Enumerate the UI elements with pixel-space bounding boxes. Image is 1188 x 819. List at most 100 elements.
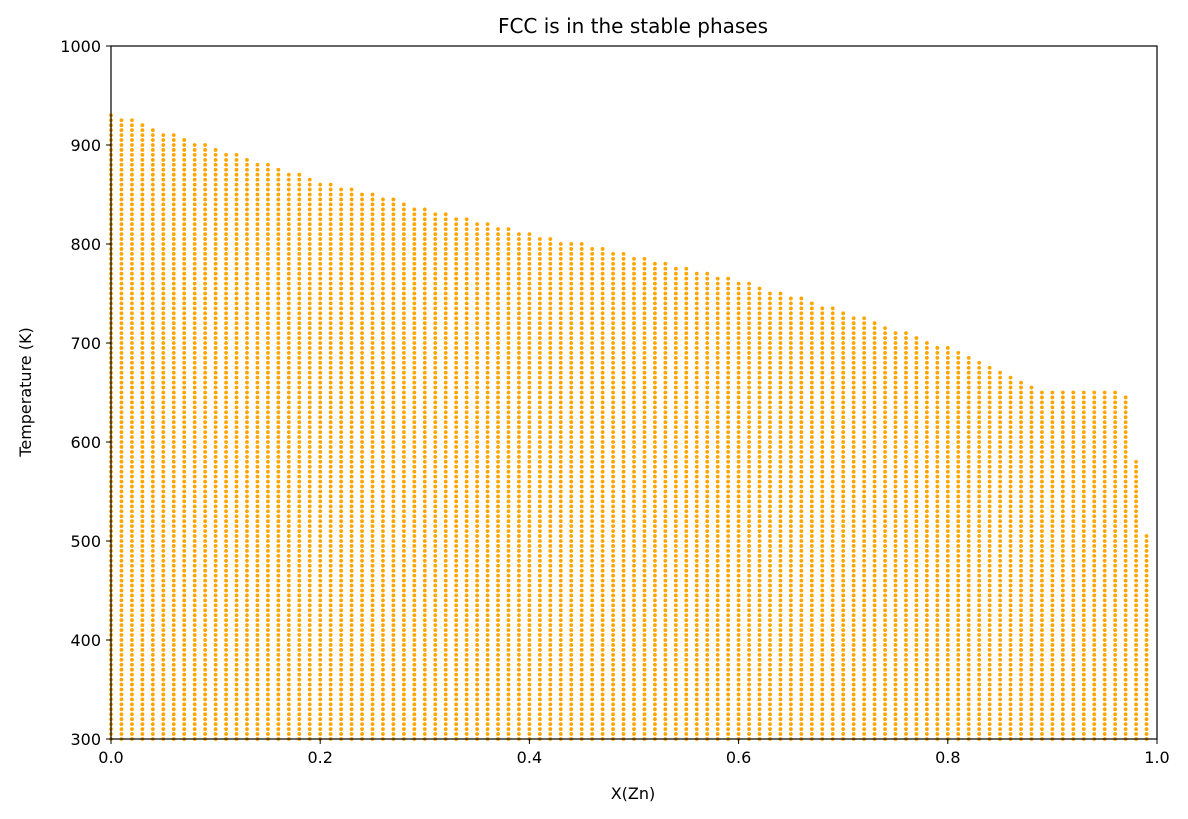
data-point — [150, 529, 155, 533]
data-point — [339, 341, 344, 345]
data-point — [203, 247, 208, 251]
data-point — [318, 459, 323, 464]
data-point — [161, 464, 166, 469]
data-point — [349, 657, 354, 662]
data-point — [318, 484, 323, 489]
data-point — [213, 336, 218, 340]
data-point — [245, 346, 249, 350]
data-point — [307, 464, 312, 469]
data-point — [475, 360, 479, 365]
data-point — [266, 519, 270, 524]
data-point — [192, 365, 197, 370]
data-point — [224, 311, 228, 316]
data-point — [496, 301, 500, 306]
data-point — [349, 524, 354, 529]
data-point — [245, 425, 249, 430]
data-point — [401, 351, 406, 355]
data-point — [150, 242, 155, 246]
data-point — [328, 192, 333, 197]
data-point — [130, 504, 134, 509]
data-point — [297, 454, 302, 459]
data-point — [454, 529, 459, 533]
data-point — [485, 687, 490, 692]
data-point — [381, 346, 385, 350]
data-point — [234, 652, 239, 657]
data-point — [433, 489, 438, 494]
data-point — [412, 568, 417, 573]
data-point — [286, 187, 291, 192]
data-point — [255, 712, 260, 717]
data-point — [370, 652, 375, 657]
data-point — [328, 281, 333, 286]
data-point — [401, 509, 406, 514]
data-point — [475, 484, 479, 489]
data-point — [454, 568, 459, 573]
data-point — [454, 603, 459, 608]
data-point — [391, 360, 396, 365]
data-point — [328, 623, 333, 628]
data-point — [213, 499, 218, 504]
data-point — [234, 162, 239, 167]
data-point — [318, 628, 323, 632]
data-point — [276, 563, 281, 568]
data-point — [266, 370, 270, 375]
data-point — [161, 454, 166, 459]
data-point — [401, 316, 406, 321]
data-point — [307, 643, 312, 647]
data-point — [370, 405, 375, 410]
data-point — [286, 247, 291, 251]
data-point — [171, 415, 176, 420]
data-point — [318, 657, 323, 662]
data-point — [150, 608, 155, 613]
data-point — [443, 588, 448, 593]
data-point — [401, 256, 406, 261]
data-point — [286, 672, 291, 677]
data-point — [192, 732, 197, 736]
data-point — [182, 157, 187, 162]
data-point — [234, 489, 239, 494]
data-point — [443, 628, 448, 632]
data-point — [517, 672, 521, 677]
data-point — [339, 583, 344, 588]
data-point — [548, 712, 553, 717]
data-point — [464, 252, 469, 256]
data-point — [381, 197, 385, 202]
data-point — [234, 509, 239, 514]
data-point — [433, 598, 438, 603]
data-point — [548, 657, 553, 662]
data-point — [349, 351, 354, 355]
data-point — [422, 291, 427, 296]
data-point — [328, 687, 333, 692]
data-point — [119, 341, 124, 345]
data-point — [454, 395, 459, 400]
data-point — [171, 633, 176, 637]
data-point — [485, 623, 490, 628]
data-point — [527, 484, 532, 489]
data-point — [328, 425, 333, 430]
data-point — [401, 271, 406, 276]
data-point — [140, 247, 145, 251]
data-point — [506, 454, 511, 459]
data-point — [171, 207, 176, 212]
data-point — [537, 544, 542, 548]
data-point — [412, 217, 417, 222]
data-point — [537, 633, 542, 637]
data-point — [307, 266, 312, 271]
data-point — [140, 430, 145, 434]
data-point — [203, 618, 208, 623]
data-point — [203, 207, 208, 212]
data-point — [276, 702, 281, 707]
data-point — [192, 355, 197, 360]
data-point — [527, 266, 532, 271]
data-point — [349, 623, 354, 628]
data-point — [192, 296, 197, 301]
data-point — [360, 553, 364, 558]
data-point — [360, 514, 364, 519]
data-point — [537, 519, 542, 524]
data-point — [119, 519, 124, 524]
data-point — [517, 380, 521, 385]
data-point — [318, 217, 323, 222]
data-point — [349, 563, 354, 568]
data-point — [255, 717, 260, 722]
data-point — [286, 459, 291, 464]
